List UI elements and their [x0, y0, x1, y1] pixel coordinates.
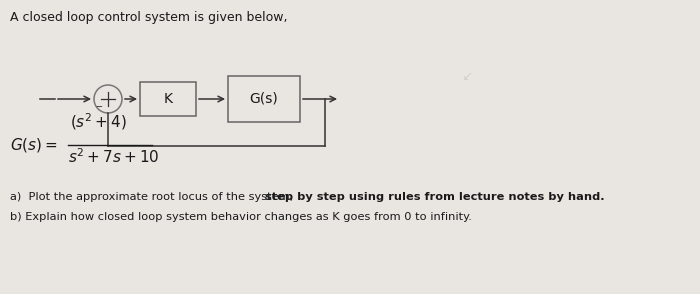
Text: ↗: ↗: [460, 68, 470, 81]
Text: K: K: [164, 92, 172, 106]
Text: −: −: [95, 102, 102, 111]
Text: a)  Plot the approximate root locus of the system,: a) Plot the approximate root locus of th…: [10, 192, 297, 202]
Text: G(s): G(s): [250, 92, 279, 106]
FancyBboxPatch shape: [228, 76, 300, 122]
Text: A closed loop control system is given below,: A closed loop control system is given be…: [10, 11, 288, 24]
Text: step by step using rules from lecture notes by hand.: step by step using rules from lecture no…: [265, 192, 605, 202]
Text: $\mathit{G}(\mathit{s})=$: $\mathit{G}(\mathit{s})=$: [10, 136, 58, 154]
Text: b) Explain how closed loop system behavior changes as K goes from 0 to infinity.: b) Explain how closed loop system behavi…: [10, 212, 472, 222]
Text: $(\mathit{s}^2+4)$: $(\mathit{s}^2+4)$: [70, 111, 127, 132]
Text: $\mathit{s}^2+7\mathit{s}+10$: $\mathit{s}^2+7\mathit{s}+10$: [68, 147, 160, 166]
FancyBboxPatch shape: [140, 82, 196, 116]
